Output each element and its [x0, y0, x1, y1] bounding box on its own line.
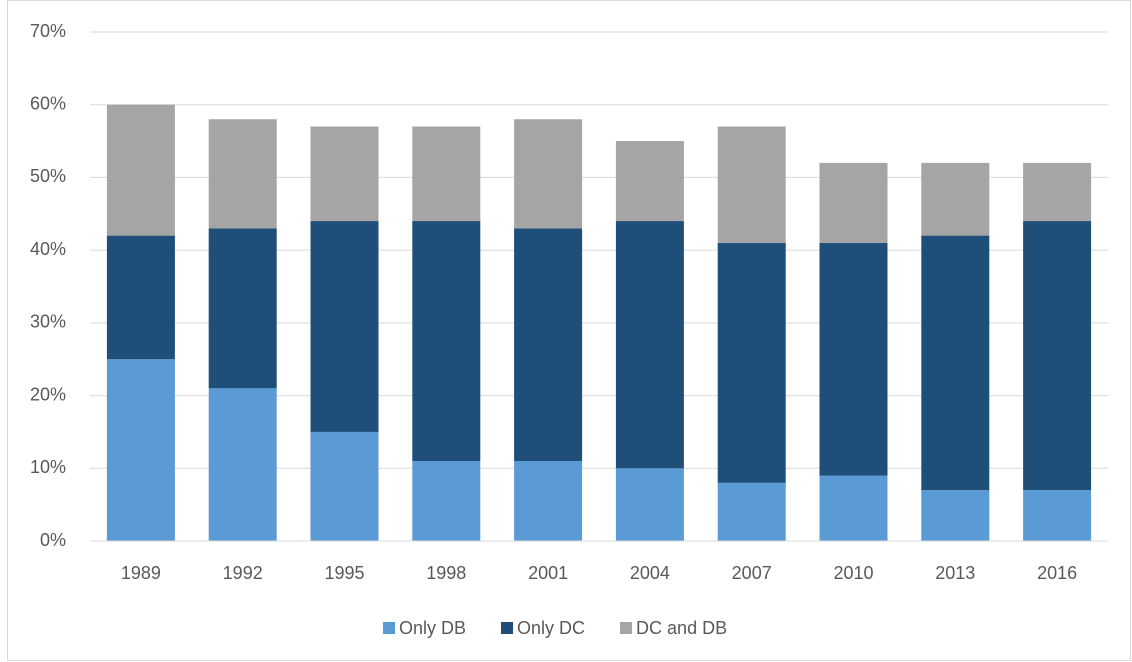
bar-segment — [106, 235, 175, 360]
bar-segment — [921, 490, 990, 541]
bar-segment — [310, 221, 379, 432]
bar-segment — [208, 228, 277, 389]
bar-segment — [412, 221, 481, 462]
bar-segment — [208, 388, 277, 541]
bar-segment — [819, 162, 888, 243]
bar-segment — [514, 119, 583, 229]
bar-segment — [717, 242, 786, 483]
x-tick-label: 2007 — [732, 563, 772, 583]
x-tick-label: 2016 — [1037, 563, 1077, 583]
bar-segment — [310, 126, 379, 222]
legend-label: Only DC — [517, 618, 585, 638]
x-tick-label: 2001 — [528, 563, 568, 583]
bar-segment — [819, 242, 888, 476]
bar-segment — [615, 221, 684, 469]
legend: Only DB Only DC DC and DB — [383, 618, 727, 638]
bar-segment — [514, 228, 583, 462]
bar-segment — [717, 482, 786, 541]
bar-segment — [615, 468, 684, 541]
y-tick-label: 30% — [30, 312, 66, 332]
legend-label: Only DB — [399, 618, 466, 638]
bar-segment — [1023, 162, 1092, 222]
x-tick-label: 1992 — [223, 563, 263, 583]
bar-segment — [106, 359, 175, 541]
y-tick-label: 40% — [30, 239, 66, 259]
bar-segment — [310, 431, 379, 541]
y-tick-label: 60% — [30, 93, 66, 113]
bar-segment — [106, 104, 175, 236]
legend-swatch — [501, 622, 514, 634]
bar-segment — [208, 119, 277, 229]
y-tick-label: 20% — [30, 384, 66, 404]
y-tick-label: 0% — [40, 530, 66, 550]
x-tick-label: 1989 — [121, 563, 161, 583]
legend-swatch — [383, 622, 395, 634]
bar-segment — [1023, 221, 1092, 491]
y-tick-label: 10% — [30, 457, 66, 477]
y-tick-label: 50% — [30, 166, 66, 186]
bar-segment — [615, 141, 684, 222]
bar-segment — [1023, 490, 1092, 541]
bar-segment — [717, 126, 786, 243]
x-tick-label: 1995 — [324, 563, 364, 583]
x-tick-label: 2010 — [833, 563, 873, 583]
legend-swatch — [620, 622, 633, 634]
bar-segment — [412, 126, 481, 222]
bar-segment — [514, 461, 583, 541]
x-tick-label: 2004 — [630, 563, 670, 583]
x-tick-label: 1998 — [426, 563, 466, 583]
bar-segment — [921, 235, 990, 491]
bar-segment — [819, 475, 888, 541]
legend-label: DC and DB — [636, 618, 727, 638]
bar-segment — [921, 162, 990, 236]
y-tick-label: 70% — [30, 21, 66, 41]
x-tick-label: 2013 — [935, 563, 975, 583]
bar-segment — [412, 461, 481, 541]
